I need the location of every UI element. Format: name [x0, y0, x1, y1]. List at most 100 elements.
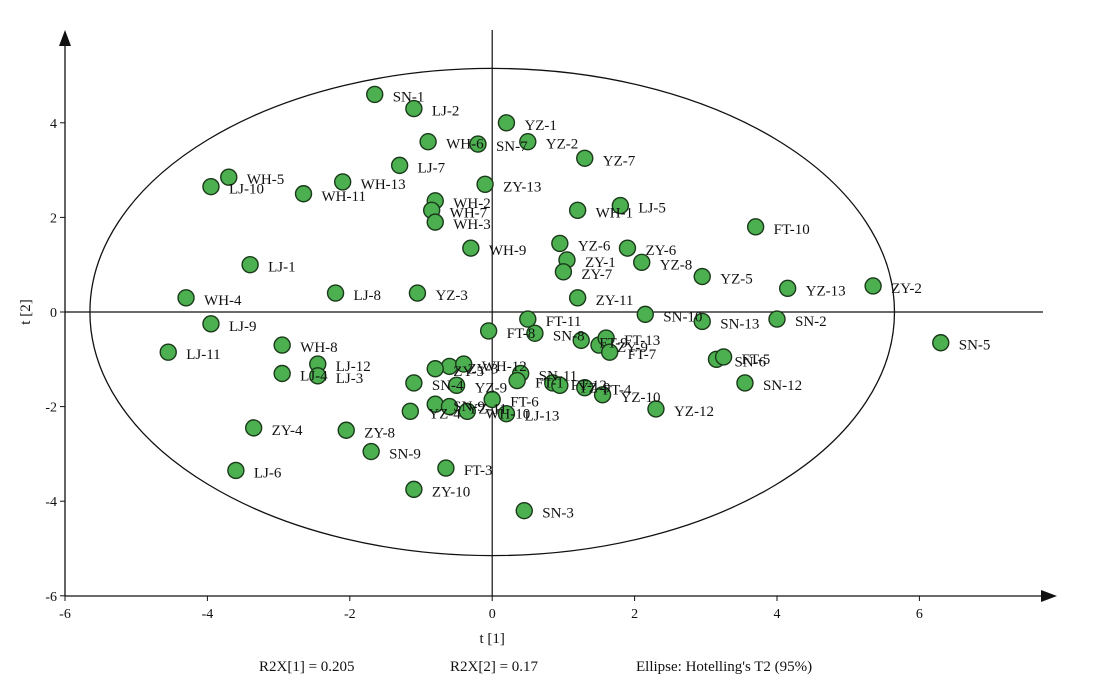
x-tick-label: 6	[916, 607, 923, 622]
point-label: FT-13	[624, 333, 660, 349]
data-point	[326, 284, 345, 302]
point-label: WH-7	[450, 205, 488, 221]
point-label: ZY-11	[596, 293, 634, 309]
point-label: WH-2	[453, 196, 491, 212]
point-label: LJ-8	[354, 288, 382, 304]
y-tick-label: 0	[50, 306, 57, 321]
data-points	[159, 85, 950, 520]
x-axis-title: t [1]	[479, 631, 504, 647]
point-label: LJ-2	[432, 104, 460, 120]
data-point	[462, 239, 480, 257]
point-label: WH-3	[453, 217, 491, 233]
point-label: LJ-10	[229, 182, 264, 198]
hotelling-ellipse-layer	[89, 67, 896, 557]
plot-frame	[59, 30, 1057, 602]
data-point	[405, 374, 423, 392]
point-label: YZ-9	[475, 380, 508, 396]
data-point	[202, 315, 220, 333]
data-point	[309, 367, 327, 385]
data-point	[408, 284, 427, 302]
x-axis-arrow	[1041, 590, 1057, 602]
point-label: LJ-7	[418, 160, 446, 176]
point-label: LJ-6	[254, 465, 282, 481]
point-label: ZY-5	[453, 364, 484, 380]
point-label: LJ-3	[336, 371, 364, 387]
data-point	[515, 501, 533, 520]
data-point	[572, 331, 590, 350]
point-label: SN-8	[553, 328, 585, 344]
x-tick-label: 4	[774, 607, 781, 622]
point-label: WH-11	[322, 189, 366, 205]
point-label: YZ-13	[806, 283, 846, 299]
point-label: FT-3	[464, 463, 493, 479]
y-axis-title: t [2]	[18, 299, 34, 324]
point-label: FT-5	[742, 352, 771, 368]
point-label: WH-4	[204, 293, 242, 309]
data-point	[294, 185, 313, 203]
data-point	[405, 99, 423, 118]
point-label: YZ-8	[660, 257, 693, 273]
data-point	[220, 168, 238, 186]
data-point	[241, 256, 259, 274]
point-label: SN-4	[432, 378, 464, 394]
data-point	[551, 376, 569, 395]
data-point	[426, 213, 444, 231]
data-point	[611, 196, 630, 215]
point-label: WH-9	[489, 243, 526, 259]
data-point	[202, 177, 220, 196]
point-label: WH-1	[596, 205, 634, 221]
point-label: FT-12	[571, 378, 607, 394]
point-label: FT-9	[599, 335, 628, 351]
y-tick-label: 4	[50, 117, 57, 132]
data-point	[440, 397, 459, 416]
point-label: SN-1	[393, 89, 425, 105]
y-tick-label: -2	[45, 401, 57, 416]
ellipse-note: Ellipse: Hotelling's T2 (95%)	[636, 659, 813, 675]
point-label: FT-10	[774, 222, 810, 238]
data-point	[636, 305, 654, 324]
x-tick-label: 0	[489, 607, 496, 622]
data-point	[476, 175, 494, 193]
point-label: YZ-10	[621, 390, 661, 406]
point-label: FT-8	[507, 326, 536, 342]
point-label: SN-2	[795, 314, 827, 330]
point-label: LJ-12	[336, 359, 371, 375]
data-point	[693, 312, 711, 331]
point-label: LJ-5	[638, 201, 666, 217]
point-label: SN-7	[496, 139, 528, 155]
data-point	[177, 289, 195, 307]
data-point	[497, 114, 516, 132]
data-point	[366, 85, 384, 104]
y-tick-label: -4	[45, 495, 57, 510]
point-label: SN-13	[720, 316, 759, 332]
data-point	[497, 404, 516, 423]
x-tick-label: -4	[202, 607, 214, 622]
data-point	[647, 400, 665, 418]
point-label: ZY-10	[432, 484, 470, 500]
data-point	[390, 156, 409, 175]
point-label: SN-11	[539, 368, 578, 384]
point-label: LJ-13	[524, 409, 559, 425]
point-label: LJ-9	[229, 319, 257, 335]
point-label: ZY-8	[364, 425, 395, 441]
data-point	[633, 253, 651, 272]
point-label: WH-13	[361, 177, 406, 193]
point-label: LJ-11	[186, 347, 220, 363]
data-point	[519, 133, 537, 151]
data-point	[419, 133, 437, 151]
point-label: LJ-4	[300, 368, 328, 384]
point-label: YZ-9	[578, 380, 611, 396]
point-label: LJ-1	[268, 260, 296, 276]
data-point	[333, 173, 352, 191]
data-point	[426, 360, 444, 378]
point-label: ZY-6	[645, 243, 676, 259]
data-point	[273, 336, 291, 354]
x-tick-label: -2	[344, 607, 356, 622]
point-label: FT-1	[535, 376, 564, 392]
point-label: WH-8	[300, 340, 338, 356]
data-point	[932, 334, 950, 352]
data-point	[447, 376, 466, 395]
data-point	[693, 267, 711, 286]
r2x2-note: R2X[2] = 0.17	[450, 659, 539, 675]
